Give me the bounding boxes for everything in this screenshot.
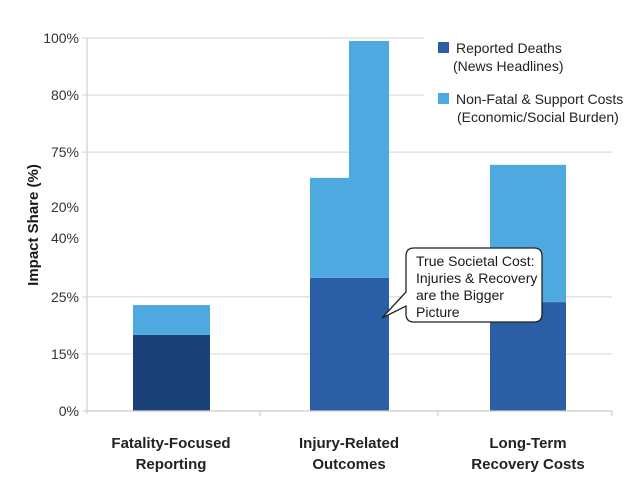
callout-line-1: True Societal Cost: — [416, 253, 535, 269]
callout-bubble — [381, 247, 543, 323]
bar-non-fatal-costs — [133, 305, 210, 335]
bar-reported-deaths — [349, 277, 389, 411]
y-tick-label: 25% — [51, 289, 79, 305]
y-tick-label: 40% — [51, 230, 79, 246]
annotation-callout: True Societal Cost: Injuries & Recovery … — [381, 247, 543, 323]
legend-swatch-non-fatal-costs — [438, 93, 449, 104]
category-labels: Fatality-Focused Reporting Injury-Related O… — [111, 435, 584, 473]
y-tick-label: 80% — [51, 87, 79, 103]
y-axis-ticks: 100% 80% 75% 20% 40% 25% 15% 0% — [43, 30, 79, 419]
legend-label-reported-deaths: Reported Deaths — [456, 40, 562, 56]
legend-item-reported-deaths: Reported Deaths (News Headlines) — [438, 40, 563, 74]
legend-sublabel-non-fatal-costs: (Economic/Social Burden) — [457, 109, 619, 125]
callout-line-3: are the Bigger — [416, 287, 504, 303]
category-label: Reporting — [136, 456, 207, 473]
category-label: Long-Term — [489, 435, 566, 452]
bar-reported-deaths — [310, 277, 349, 411]
legend-swatch-reported-deaths — [438, 42, 449, 53]
legend-sublabel-reported-deaths: (News Headlines) — [453, 58, 563, 74]
x-axis-ticks — [259, 411, 613, 416]
axes — [84, 38, 612, 414]
y-tick-label: 0% — [59, 403, 79, 419]
category-label: Fatality-Focused — [111, 435, 230, 452]
y-tick-label: 20% — [51, 199, 79, 215]
legend-item-non-fatal-costs: Non-Fatal & Support Costs (Economic/Soci… — [438, 91, 623, 125]
y-tick-label: 100% — [43, 30, 79, 46]
legend-label-non-fatal-costs: Non-Fatal & Support Costs — [456, 91, 623, 107]
bar-non-fatal-costs — [310, 177, 349, 278]
callout-line-4: Picture — [416, 304, 460, 320]
category-label: Injury-Related — [299, 435, 399, 452]
y-tick-label: 75% — [51, 144, 79, 160]
callout-line-2: Injuries & Recovery — [416, 270, 537, 286]
bar-non-fatal-costs — [349, 40, 389, 278]
bar-reported-deaths — [133, 334, 210, 411]
category-label: Outcomes — [312, 456, 385, 473]
legend: Reported Deaths (News Headlines) Non-Fat… — [438, 40, 623, 125]
y-axis-title: Impact Share (%) — [25, 164, 42, 286]
y-tick-label: 15% — [51, 346, 79, 362]
category-label: Recovery Costs — [471, 456, 584, 473]
